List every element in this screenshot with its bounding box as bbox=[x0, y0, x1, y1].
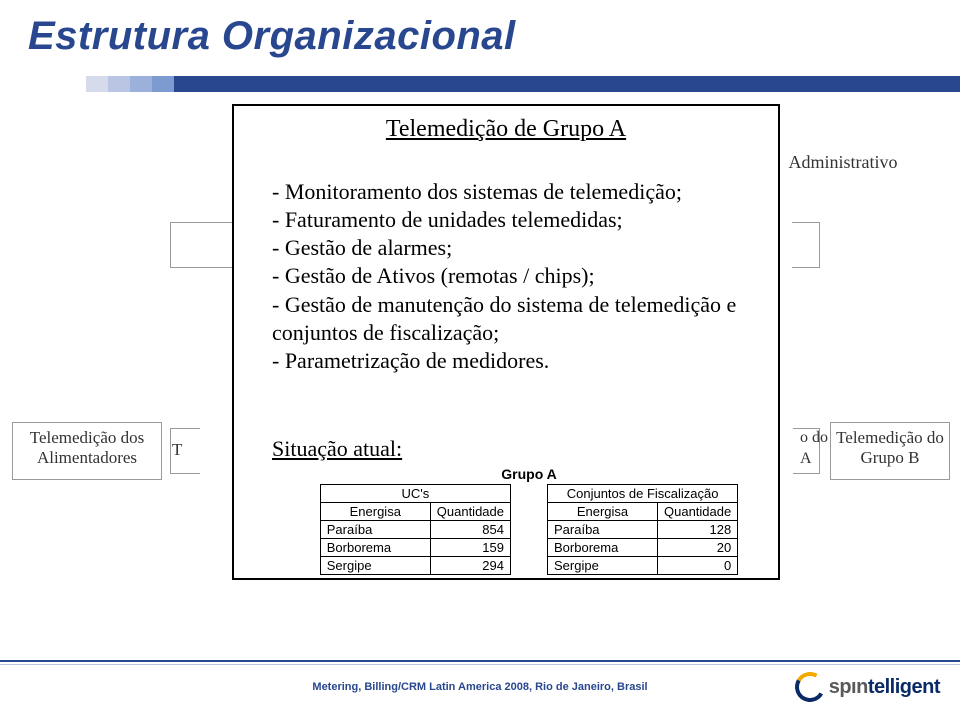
bullet: - Gestão de alarmes; bbox=[272, 234, 752, 262]
footer: Metering, Billing/CRM Latin America 2008… bbox=[0, 660, 960, 710]
table-row: Sergipe294 bbox=[320, 557, 510, 575]
page-title: Estrutura Organizacional bbox=[28, 14, 516, 59]
bg-label-left: Telemedição dosAlimentadores bbox=[12, 428, 162, 467]
table-row: Paraíba128 bbox=[548, 521, 738, 539]
accent-segment bbox=[0, 76, 86, 92]
bg-box-hint1 bbox=[170, 222, 240, 268]
logo: spıntelligent bbox=[795, 672, 940, 702]
bullet: - Monitoramento dos sistemas de telemedi… bbox=[272, 178, 752, 206]
tables-wrap: Grupo A UC's Energisa Quantidade Paraíba… bbox=[314, 466, 744, 575]
table-header-merge: Conjuntos de Fiscalização bbox=[548, 485, 738, 503]
panel-bullets: - Monitoramento dos sistemas de telemedi… bbox=[272, 178, 752, 375]
table-row: Paraíba854 bbox=[320, 521, 510, 539]
accent-bar bbox=[0, 76, 960, 92]
bg-box-hint3 bbox=[792, 222, 820, 268]
table-ucs: UC's Energisa Quantidade Paraíba854 Borb… bbox=[320, 484, 511, 575]
col-header: Quantidade bbox=[430, 503, 510, 521]
accent-segment bbox=[130, 76, 152, 92]
col-header: Energisa bbox=[548, 503, 658, 521]
situacao-label: Situação atual: bbox=[272, 436, 402, 462]
accent-segment bbox=[86, 76, 108, 92]
table-fisc: Conjuntos de Fiscalização Energisa Quant… bbox=[547, 484, 738, 575]
table-header-merge: UC's bbox=[320, 485, 510, 503]
bg-label-admin: Administrativo bbox=[778, 152, 908, 173]
slide: Estrutura Organizacional Administrativo … bbox=[0, 0, 960, 710]
conference-text: Metering, Billing/CRM Latin America 2008… bbox=[312, 681, 647, 693]
bullet: - Gestão de manutenção do sistema de tel… bbox=[272, 291, 752, 347]
bg-hint-t: T bbox=[172, 440, 182, 460]
accent-segment bbox=[152, 76, 174, 92]
table-row: Sergipe0 bbox=[548, 557, 738, 575]
bg-hint4-bot: A bbox=[800, 450, 812, 468]
grupo-title: Grupo A bbox=[314, 466, 744, 482]
logo-icon bbox=[795, 672, 825, 702]
bullet: - Gestão de Ativos (remotas / chips); bbox=[272, 262, 752, 290]
logo-part1: spın bbox=[829, 676, 868, 698]
col-header: Quantidade bbox=[658, 503, 738, 521]
bullet: - Faturamento de unidades telemedidas; bbox=[272, 206, 752, 234]
panel-subtitle: Telemedição de Grupo A bbox=[234, 116, 778, 143]
accent-segment bbox=[108, 76, 130, 92]
bg-hint4-top: o do bbox=[800, 429, 828, 447]
accent-segment bbox=[174, 76, 960, 92]
col-header: Energisa bbox=[320, 503, 430, 521]
bullet: - Parametrização de medidores. bbox=[272, 347, 752, 375]
table-row: Borborema20 bbox=[548, 539, 738, 557]
logo-part2: telligent bbox=[868, 676, 940, 698]
logo-text: spıntelligent bbox=[829, 676, 940, 699]
overlay-panel: Telemedição de Grupo A - Monitoramento d… bbox=[232, 104, 780, 580]
table-row: Borborema159 bbox=[320, 539, 510, 557]
bg-label-right: Telemedição doGrupo B bbox=[826, 428, 954, 467]
